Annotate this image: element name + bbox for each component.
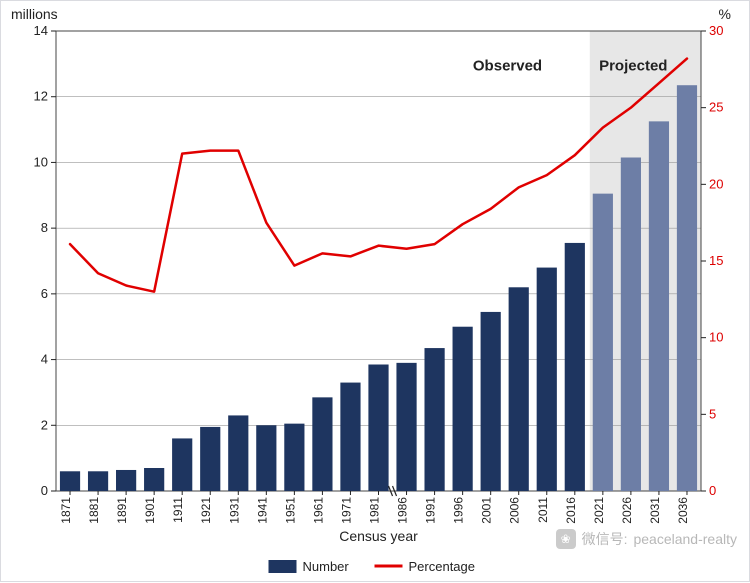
x-tick-label: 1901: [143, 497, 157, 524]
x-tick-label: 1961: [311, 497, 325, 524]
bar: [88, 471, 108, 491]
x-tick-label: 2006: [508, 497, 522, 524]
right-axis-title: %: [719, 6, 731, 22]
left-tick-label: 4: [41, 352, 48, 367]
bar: [284, 424, 304, 491]
bar: [200, 427, 220, 491]
x-tick-label: 2031: [648, 497, 662, 524]
right-tick-label: 5: [709, 406, 716, 421]
x-tick-label: 1911: [171, 497, 185, 523]
right-tick-label: 15: [709, 253, 723, 268]
bar: [677, 85, 697, 491]
x-tick-label: 1871: [59, 497, 73, 524]
observed-label: Observed: [473, 57, 542, 74]
x-tick-label: 1891: [115, 497, 129, 524]
bar: [565, 243, 585, 491]
chart-container: millions 0 2 4 6 8 10 12 14% 0 5 10 15 20 25 30 1871 1881…: [0, 0, 750, 582]
bar: [509, 287, 529, 491]
left-tick-label: 6: [41, 286, 48, 301]
left-tick-label: 12: [34, 89, 48, 104]
legend-label: Percentage: [409, 559, 476, 574]
bar: [312, 397, 332, 491]
x-tick-label: 2016: [564, 497, 578, 524]
left-axis-title: millions: [11, 6, 58, 22]
left-tick-label: 14: [34, 23, 48, 38]
right-tick-label: 30: [709, 23, 723, 38]
bar: [649, 121, 669, 491]
bar: [144, 468, 164, 491]
left-tick-label: 10: [34, 154, 48, 169]
x-tick-label: 1941: [255, 497, 269, 524]
x-tick-label: 1921: [199, 497, 213, 524]
bar: [453, 327, 473, 491]
right-tick-label: 20: [709, 176, 723, 191]
bar: [256, 425, 276, 491]
x-tick-label: 1971: [339, 497, 353, 524]
bar: [481, 312, 501, 491]
legend-swatch-bar: [269, 560, 297, 573]
x-tick-label: 1991: [424, 497, 438, 524]
x-tick-label: 1986: [396, 497, 410, 524]
right-tick-label: 0: [709, 483, 716, 498]
x-axis-title: Census year: [339, 528, 418, 544]
x-tick-label: 2036: [676, 497, 690, 524]
x-tick-label: 1996: [452, 497, 466, 524]
bar: [60, 471, 80, 491]
bar: [116, 470, 136, 491]
legend-label: Number: [303, 559, 350, 574]
bar: [621, 158, 641, 492]
x-tick-label: 2026: [620, 497, 634, 524]
right-tick-label: 25: [709, 100, 723, 115]
bar: [537, 268, 557, 491]
x-tick-label: 1881: [87, 497, 101, 524]
x-tick-label: 2021: [592, 497, 606, 524]
bar: [172, 438, 192, 491]
x-tick-label: 2001: [480, 497, 494, 524]
left-tick-label: 8: [41, 220, 48, 235]
bar: [593, 194, 613, 491]
bar: [396, 363, 416, 491]
bar: [340, 383, 360, 491]
x-tick-label: 2011: [536, 497, 550, 523]
bar: [368, 365, 388, 492]
right-tick-label: 10: [709, 330, 723, 345]
left-tick-label: 0: [41, 483, 48, 498]
chart-svg: millions 0 2 4 6 8 10 12 14% 0 5 10 15 20 25 30 1871 1881…: [1, 1, 750, 583]
projected-label: Projected: [599, 57, 667, 74]
x-tick-label: 1951: [283, 497, 297, 524]
bar: [228, 415, 248, 491]
bar: [424, 348, 444, 491]
x-tick-label: 1931: [227, 497, 241, 524]
x-tick-label: 1981: [368, 497, 382, 524]
left-tick-label: 2: [41, 417, 48, 432]
